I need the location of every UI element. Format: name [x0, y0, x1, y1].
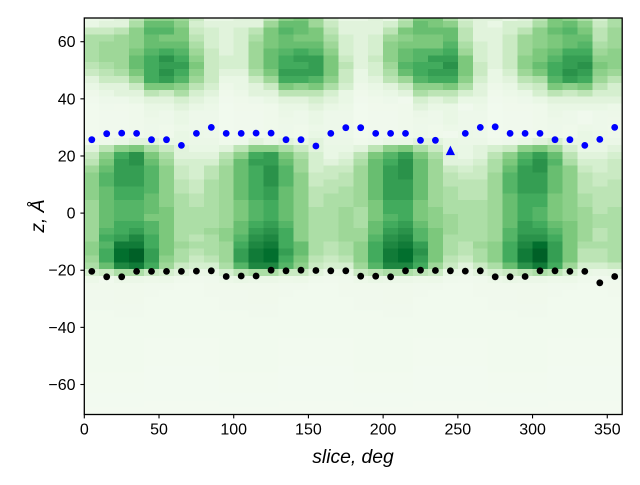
svg-text:z, Å: z, Å [26, 199, 49, 233]
svg-text:350: 350 [594, 422, 621, 439]
svg-text:20: 20 [58, 149, 76, 166]
svg-text:300: 300 [519, 422, 546, 439]
svg-text:−40: −40 [48, 320, 75, 337]
svg-text:0: 0 [67, 206, 76, 223]
svg-text:250: 250 [444, 422, 471, 439]
svg-text:40: 40 [58, 91, 76, 108]
svg-text:60: 60 [58, 34, 76, 51]
svg-text:0: 0 [80, 422, 89, 439]
svg-text:−60: −60 [48, 377, 75, 394]
svg-text:100: 100 [220, 422, 247, 439]
svg-text:slice, deg: slice, deg [312, 447, 394, 468]
svg-text:−20: −20 [48, 263, 75, 280]
svg-text:50: 50 [150, 422, 168, 439]
svg-text:150: 150 [295, 422, 322, 439]
svg-text:200: 200 [370, 422, 397, 439]
